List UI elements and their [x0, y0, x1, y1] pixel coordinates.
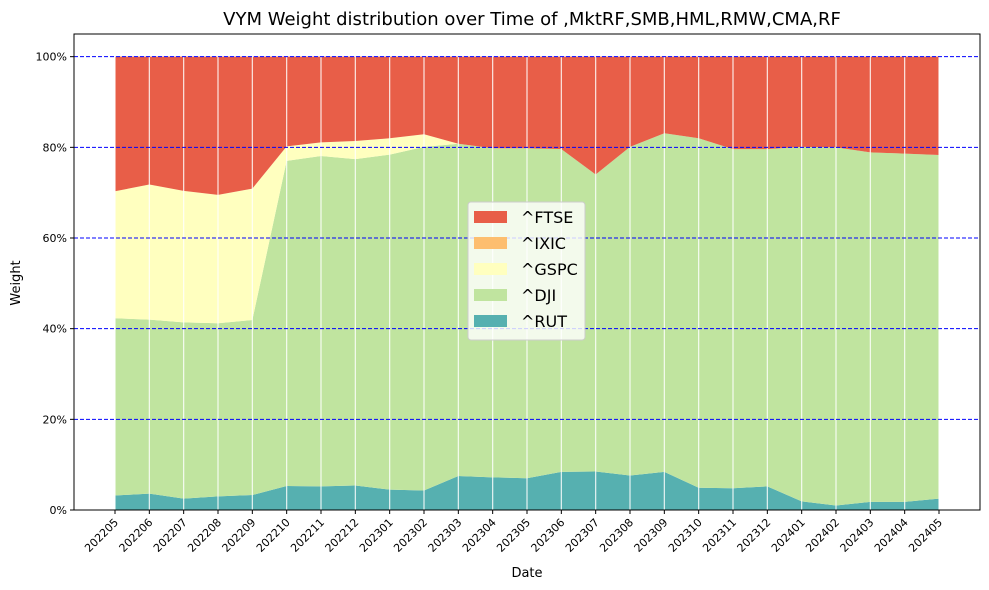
x-tick-label: 202210 [254, 516, 293, 555]
y-tick-label: 100% [36, 51, 67, 64]
x-tick-label: 202311 [700, 516, 739, 555]
y-axis-label: Weight [9, 260, 24, 305]
x-tick-label: 202212 [323, 516, 362, 555]
x-tick-label: 202307 [563, 516, 602, 555]
x-tick-label: 202306 [529, 516, 568, 555]
legend-label-dji: ^DJI [521, 286, 556, 305]
legend-swatch-ixic [474, 237, 507, 249]
x-tick-label: 202305 [494, 516, 533, 555]
x-tick-label: 202207 [151, 516, 190, 555]
x-tick-label: 202209 [220, 516, 259, 555]
x-tick-label: 202309 [632, 516, 671, 555]
y-tick-label: 40% [43, 323, 67, 336]
x-tick-label: 202402 [803, 516, 842, 555]
legend-swatch-rut [474, 315, 507, 327]
x-tick-label: 202310 [666, 516, 705, 555]
x-tick-label: 202404 [872, 516, 911, 555]
x-tick-label: 202401 [769, 516, 808, 555]
legend: ^FTSE ^IXIC ^GSPC ^DJI ^RUT [467, 201, 586, 341]
x-tick-label: 202403 [838, 516, 877, 555]
area-gspc [115, 133, 939, 324]
y-axis-ticks: 0% 20% 40% 60% 80% 100% [36, 51, 74, 517]
legend-label-gspc: ^GSPC [521, 260, 578, 279]
x-tick-label: 202301 [357, 516, 396, 555]
x-axis-ticks: 2022052022062022072022082022092022102022… [82, 510, 945, 555]
x-tick-label: 202303 [426, 516, 465, 555]
y-tick-label: 60% [43, 232, 67, 245]
legend-box [467, 201, 586, 341]
legend-label-ftse: ^FTSE [521, 208, 573, 227]
x-tick-label: 202211 [288, 516, 327, 555]
legend-swatch-ftse [474, 211, 507, 223]
legend-label-ixic: ^IXIC [521, 234, 566, 253]
legend-swatch-dji [474, 289, 507, 301]
x-tick-label: 202205 [82, 516, 121, 555]
x-tick-label: 202208 [185, 516, 224, 555]
x-tick-label: 202304 [460, 516, 499, 555]
x-tick-label: 202308 [597, 516, 636, 555]
x-tick-label: 202405 [906, 516, 945, 555]
y-tick-label: 80% [43, 141, 67, 154]
y-tick-label: 0% [50, 504, 67, 517]
legend-label-rut: ^RUT [521, 312, 567, 331]
x-tick-label: 202312 [735, 516, 774, 555]
y-tick-label: 20% [43, 413, 67, 426]
chart-title: VYM Weight distribution over Time of ,Mk… [223, 9, 841, 30]
x-tick-label: 202206 [117, 516, 156, 555]
x-axis-label: Date [511, 566, 542, 581]
x-tick-label: 202302 [391, 516, 430, 555]
legend-swatch-gspc [474, 263, 507, 275]
